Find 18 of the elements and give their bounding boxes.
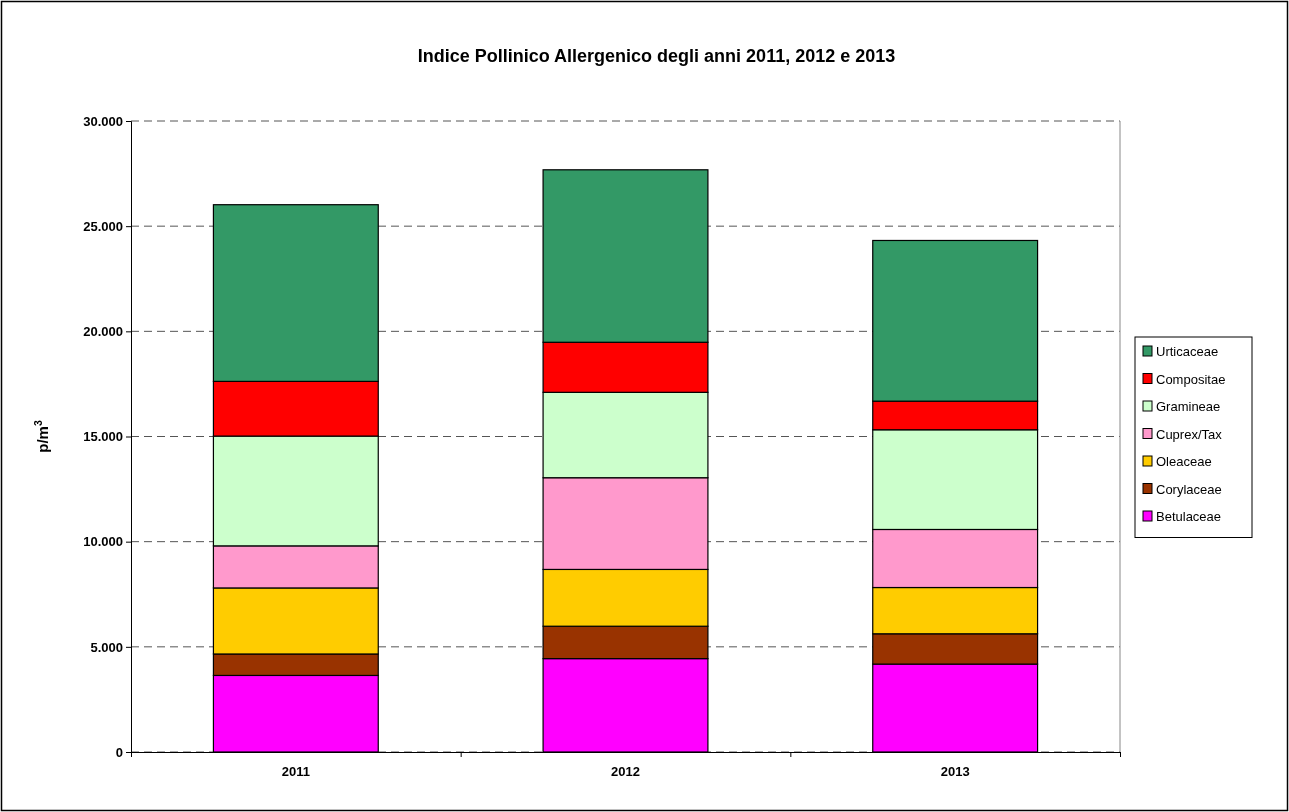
y-tick-label: 15.000 (83, 429, 123, 445)
legend-label: Compositae (1156, 371, 1226, 387)
legend-label: Urticaceae (1156, 344, 1219, 359)
chart-title: Indice Pollinico Allergenico degli anni 2011, 2012 e 2013 (417, 46, 896, 66)
legend-label: Betulaceae (1156, 509, 1222, 524)
x-tick-label: 2011 (281, 764, 310, 779)
legend-label: Cuprex/Tax (1156, 426, 1223, 442)
x-tick-label: 2013 (940, 764, 970, 779)
y-tick-label: 10.000 (83, 534, 123, 550)
legend-label: Oleaceae (1156, 454, 1212, 469)
y-tick-label: 25.000 (83, 218, 123, 234)
y-tick-label: 20.000 (83, 323, 123, 339)
y-tick-label: 5.000 (90, 639, 123, 655)
legend-label: Corylaceae (1156, 481, 1222, 497)
legend-label: Gramineae (1156, 399, 1221, 414)
x-tick-label: 2012 (611, 764, 640, 779)
y-tick-label: 0 (115, 744, 123, 760)
y-tick-label: 30.000 (83, 113, 123, 129)
